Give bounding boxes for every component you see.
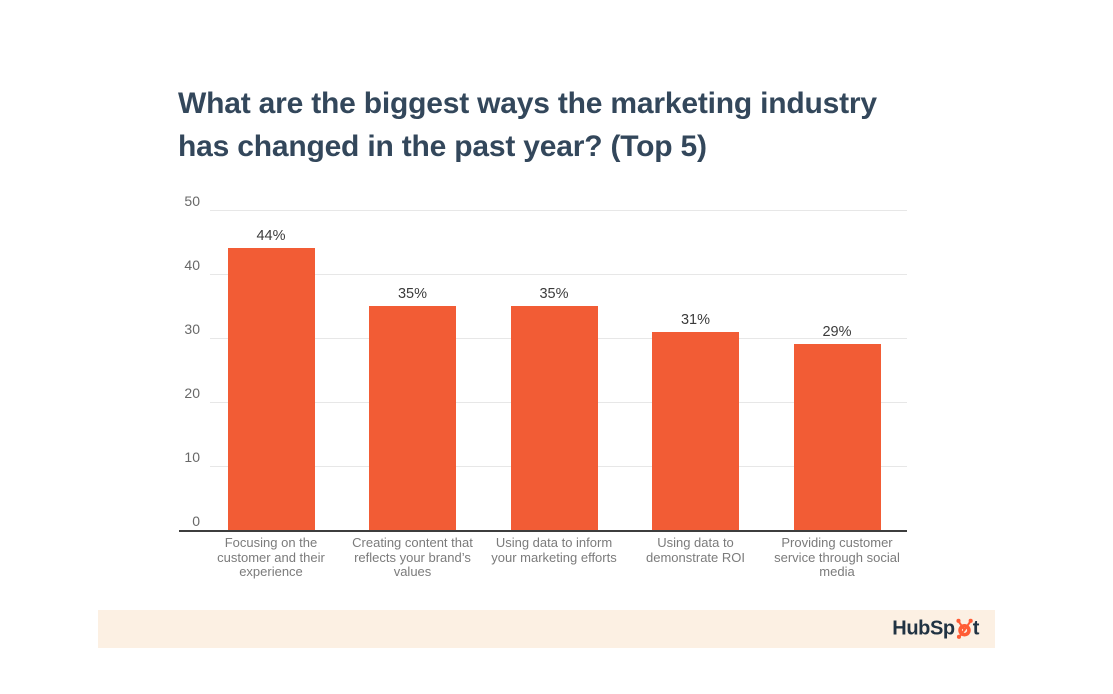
y-tick-label-0: 0 [192, 513, 200, 529]
bar-value-label-4: 31% [680, 311, 711, 328]
hubspot-logo: HubSp t [892, 618, 979, 641]
category-label-5: Providing customer service through socia… [774, 535, 900, 579]
category-label-1: Focusing on the customer and their exper… [217, 535, 325, 579]
category-label-3: Using data to inform your marketing effo… [491, 535, 617, 565]
y-tick-label-10: 10 [184, 449, 200, 465]
y-tick-label-50: 50 [184, 193, 200, 209]
bar-2 [369, 306, 456, 530]
chart-title-line-2: has changed in the past year? (Top 5) [178, 130, 707, 163]
bar-value-label-1: 44% [256, 228, 286, 245]
chart-title: What are the biggest ways the marketing … [178, 82, 918, 168]
y-tick-label-30: 30 [184, 321, 200, 337]
bar-3 [510, 306, 598, 530]
bar-5 [793, 344, 881, 530]
bar-1 [227, 248, 315, 530]
x-axis-line [179, 530, 907, 532]
chart-title-line-1: What are the biggest ways the marketing … [178, 87, 877, 120]
hubspot-logo-text-prefix: HubSp [892, 617, 955, 640]
gridline-40 [210, 274, 907, 275]
y-tick-label-40: 40 [184, 257, 200, 273]
gridline-50 [210, 210, 907, 211]
category-label-2: Creating content that reflects your bran… [352, 535, 473, 579]
category-label-4: Using data to demonstrate ROI [646, 535, 745, 565]
bar-value-label-3: 35% [539, 286, 569, 302]
hubspot-sprocket-icon [956, 618, 973, 639]
bar-value-label-2: 35% [397, 286, 428, 302]
bar-value-label-5: 29% [822, 324, 852, 341]
footer-banner: HubSp t [98, 610, 995, 648]
bar-4 [652, 331, 739, 530]
hubspot-logo-text-suffix: t [972, 617, 980, 640]
y-tick-label-20: 20 [184, 385, 200, 401]
